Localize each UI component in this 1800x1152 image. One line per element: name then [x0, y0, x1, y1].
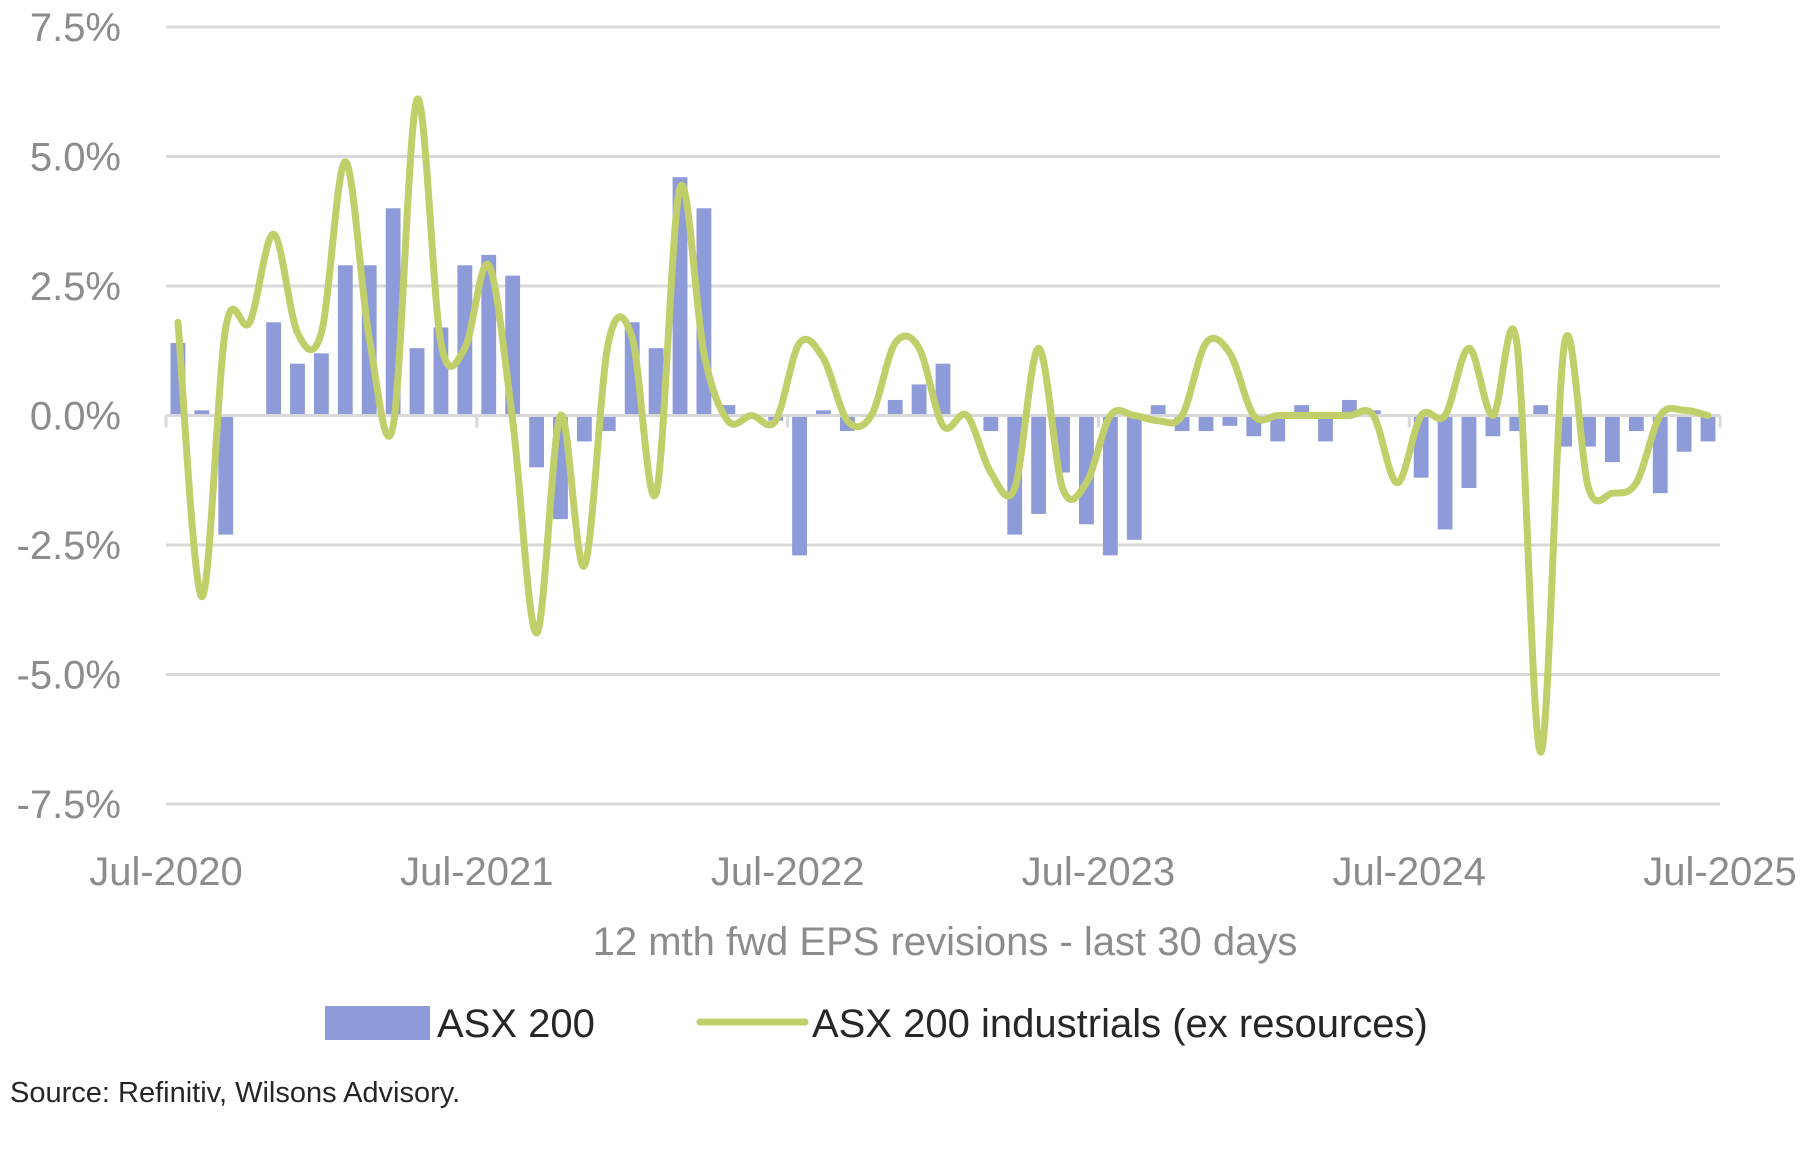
x-tick-label: Jul-2020 — [89, 850, 242, 894]
bar-asx200 — [1126, 415, 1142, 540]
bar-asx200 — [218, 415, 234, 535]
x-tick-label: Jul-2024 — [1332, 850, 1485, 894]
bar-asx200 — [529, 415, 544, 468]
source-note: Source: Refinitiv, Wilsons Advisory. — [10, 1077, 461, 1109]
x-tick-label: Jul-2025 — [1643, 850, 1796, 894]
bar-asx200 — [816, 410, 831, 416]
bar-asx200 — [1676, 415, 1692, 452]
bar-asx200 — [194, 410, 210, 416]
bar-asx200 — [1533, 405, 1549, 416]
bar-asx200 — [266, 322, 281, 416]
bar-asx200 — [1628, 415, 1644, 432]
bar-asx200 — [481, 254, 497, 416]
x-axis-title: 12 mth fwd EPS revisions - last 30 days — [593, 920, 1298, 964]
x-tick-label: Jul-2023 — [1022, 850, 1175, 894]
bar-asx200 — [1102, 415, 1118, 556]
y-tick-label: -7.5% — [17, 783, 122, 827]
bar-asx200 — [792, 415, 807, 556]
bar-asx200 — [1270, 415, 1286, 442]
bar-asx200 — [1079, 415, 1094, 525]
legend-label-industrials: ASX 200 industrials (ex resources) — [812, 1002, 1428, 1046]
bar-asx200 — [1150, 405, 1166, 416]
bar-asx200 — [337, 265, 353, 416]
bar-asx200 — [1318, 415, 1333, 442]
bar-asx200 — [648, 348, 664, 416]
y-axis-tick-labels: 7.5% 5.0% 2.5% 0.0% -2.5% -5.0% -7.5% — [17, 6, 122, 827]
x-axis — [164, 414, 1722, 428]
bar-asx200 — [1294, 405, 1310, 416]
y-tick-label: 5.0% — [30, 136, 121, 180]
bar-asx200 — [1605, 415, 1620, 463]
industrials-line — [174, 95, 1712, 756]
y-tick-label: 2.5% — [30, 265, 121, 309]
legend: ASX 200 ASX 200 industrials (ex resource… — [325, 1002, 1428, 1046]
bar-asx200 — [983, 415, 999, 432]
y-tick-label: 0.0% — [30, 395, 121, 439]
x-axis-tick-labels: Jul-2020 Jul-2021 Jul-2022 Jul-2023 Jul-2024… — [89, 850, 1796, 894]
bar-asx200 — [1222, 415, 1238, 426]
bar-asx200 — [1485, 415, 1501, 437]
y-tick-label: -5.0% — [17, 654, 122, 698]
y-tick-label: -2.5% — [17, 524, 122, 568]
bar-asx200 — [1652, 415, 1668, 494]
bar-asx200 — [720, 405, 736, 416]
bar-asx200 — [576, 415, 592, 442]
x-tick-label: Jul-2022 — [711, 850, 864, 894]
bar-asx200 — [1437, 415, 1453, 530]
bar-asx200 — [1031, 415, 1047, 514]
y-tick-label: 7.5% — [30, 6, 121, 50]
x-tick-label: Jul-2021 — [400, 850, 553, 894]
bar-asx200 — [911, 384, 927, 416]
line-industrials — [174, 95, 1712, 756]
bar-asx200 — [409, 348, 425, 416]
legend-label-asx200: ASX 200 — [437, 1002, 595, 1046]
legend-swatch-asx200 — [325, 1006, 430, 1040]
bar-asx200 — [1461, 415, 1477, 489]
asx200-bars — [170, 177, 1716, 556]
bar-asx200 — [290, 363, 305, 416]
bar-asx200 — [313, 353, 329, 416]
bar-asx200 — [1198, 415, 1214, 432]
bar-asx200 — [600, 415, 616, 432]
bar-asx200 — [887, 399, 903, 416]
bar-asx200 — [1700, 415, 1716, 442]
bar-asx200 — [935, 363, 951, 416]
